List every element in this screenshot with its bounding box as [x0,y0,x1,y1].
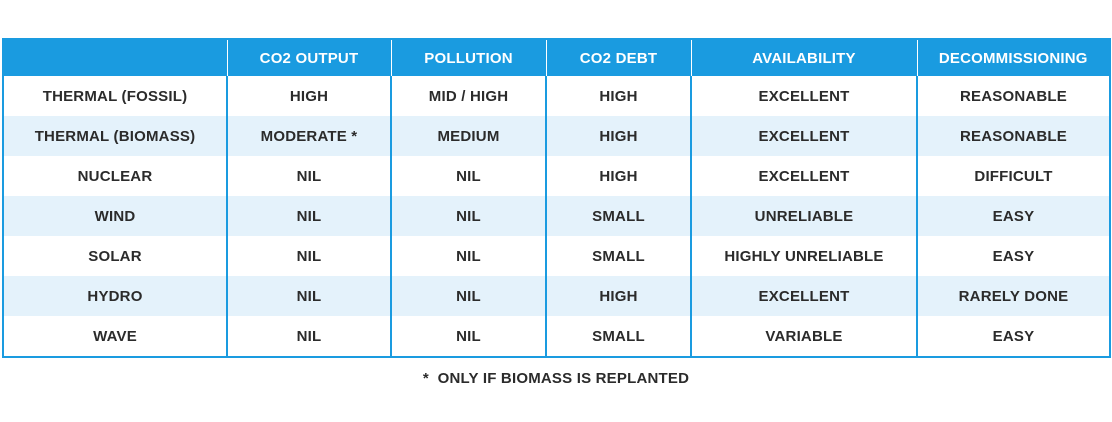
table-cell: NIL [390,316,546,357]
table-cell: SMALL [545,196,691,236]
table-cell: MODERATE * [226,116,391,156]
header-cell-decommissioning: DECOMMISSIONING [916,39,1110,76]
row-label-cell: WAVE [3,316,227,357]
table-cell: UNRELIABLE [690,196,917,236]
table-cell: MID / HIGH [390,76,546,116]
table-header: CO2 OUTPUT POLLUTION CO2 DEBT AVAILABILI… [3,39,1110,76]
table-cell: NIL [226,196,391,236]
table-cell: REASONABLE [916,116,1110,156]
table-cell: MEDIUM [390,116,546,156]
table-cell: HIGH [545,116,691,156]
table-cell: NIL [390,196,546,236]
header-row: CO2 OUTPUT POLLUTION CO2 DEBT AVAILABILI… [3,39,1110,76]
energy-comparison-table-container: CO2 OUTPUT POLLUTION CO2 DEBT AVAILABILI… [2,38,1111,358]
table-cell: EASY [916,316,1110,357]
table-cell: RARELY DONE [916,276,1110,316]
header-cell-source [3,39,227,76]
table-cell: SMALL [545,236,691,276]
table-row: WIND NIL NIL SMALL UNRELIABLE EASY [3,196,1110,236]
table-cell: HIGH [545,276,691,316]
table-cell: SMALL [545,316,691,357]
row-label-cell: SOLAR [3,236,227,276]
energy-comparison-table: CO2 OUTPUT POLLUTION CO2 DEBT AVAILABILI… [2,38,1111,358]
footnote: * ONLY IF BIOMASS IS REPLANTED [422,370,690,387]
row-label-cell: NUCLEAR [3,156,227,196]
header-cell-pollution: POLLUTION [390,39,546,76]
header-cell-co2-output: CO2 OUTPUT [226,39,391,76]
table-row: SOLAR NIL NIL SMALL HIGHLY UNRELIABLE EA… [3,236,1110,276]
table-cell: HIGH [545,76,691,116]
table-cell: NIL [390,156,546,196]
table-cell: NIL [390,276,546,316]
row-label-cell: WIND [3,196,227,236]
row-label-cell: HYDRO [3,276,227,316]
table-row: THERMAL (BIOMASS) MODERATE * MEDIUM HIGH… [3,116,1110,156]
table-cell: DIFFICULT [916,156,1110,196]
table-cell: NIL [226,156,391,196]
table-cell: REASONABLE [916,76,1110,116]
table-cell: EASY [916,236,1110,276]
table-row: WAVE NIL NIL SMALL VARIABLE EASY [3,316,1110,357]
table-cell: VARIABLE [690,316,917,357]
header-cell-co2-debt: CO2 DEBT [545,39,691,76]
table-cell: EXCELLENT [690,156,917,196]
row-label-cell: THERMAL (BIOMASS) [3,116,227,156]
table-row: HYDRO NIL NIL HIGH EXCELLENT RARELY DONE [3,276,1110,316]
row-label-cell: THERMAL (FOSSIL) [3,76,227,116]
table-cell: NIL [226,316,391,357]
header-cell-availability: AVAILABILITY [690,39,917,76]
table-cell: NIL [226,276,391,316]
table-cell: HIGH [226,76,391,116]
table-row: THERMAL (FOSSIL) HIGH MID / HIGH HIGH EX… [3,76,1110,116]
table-cell: NIL [390,236,546,276]
table-row: NUCLEAR NIL NIL HIGH EXCELLENT DIFFICULT [3,156,1110,196]
table-body: THERMAL (FOSSIL) HIGH MID / HIGH HIGH EX… [3,76,1110,357]
table-cell: EASY [916,196,1110,236]
table-cell: EXCELLENT [690,116,917,156]
table-cell: EXCELLENT [690,76,917,116]
table-cell: HIGHLY UNRELIABLE [690,236,917,276]
table-cell: EXCELLENT [690,276,917,316]
table-cell: NIL [226,236,391,276]
table-cell: HIGH [545,156,691,196]
